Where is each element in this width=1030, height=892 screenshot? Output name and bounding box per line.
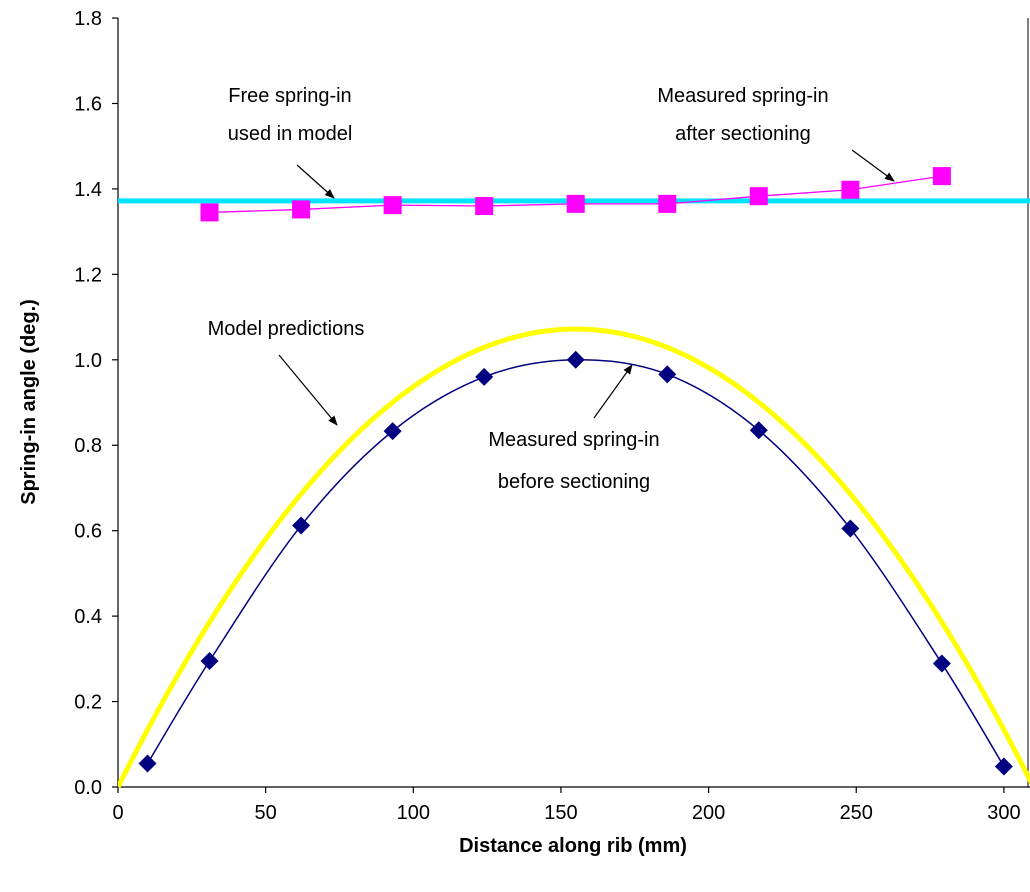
annotation-model-predictions: Model predictions — [208, 318, 365, 340]
y-tick-label: 1.4 — [74, 179, 102, 201]
y-tick-label: 1.2 — [74, 264, 102, 286]
after-sectioning-point — [749, 187, 768, 206]
annotation-free-spring-in-line1: Free spring-in — [228, 85, 351, 107]
arrow-after-sectioning — [851, 149, 895, 182]
model-predictions-curve — [118, 326, 1030, 789]
before-sectioning-point — [658, 365, 677, 384]
x-tick-label: 150 — [544, 802, 577, 824]
x-tick-label: 250 — [840, 802, 873, 824]
y-axis-title: Spring-in angle (deg.) — [18, 299, 40, 505]
before-sectioning-point — [932, 654, 951, 673]
y-tick-label: 1.8 — [74, 8, 102, 30]
x-tick-label: 100 — [397, 802, 430, 824]
y-tick-label: 1.0 — [74, 350, 102, 372]
before-sectioning-curve — [146, 359, 1005, 767]
before-sectioning-point — [292, 516, 311, 535]
annotation-before-sectioning-line2: before sectioning — [498, 471, 650, 493]
y-tick-label: 0.6 — [74, 521, 102, 543]
before-sectioning-point — [383, 422, 402, 441]
y-tick-label: 1.6 — [74, 93, 102, 115]
annotation-after-sectioning-line1: Measured spring-in — [657, 85, 828, 107]
arrow-model-predictions — [278, 354, 338, 426]
after-sectioning-point — [841, 180, 860, 199]
x-tick-label: 0 — [112, 802, 123, 824]
after-sectioning-point — [658, 194, 677, 213]
x-tick-label: 300 — [987, 802, 1020, 824]
before-sectioning-point — [200, 651, 219, 670]
after-sectioning-point — [566, 194, 585, 213]
annotation-after-sectioning-line2: after sectioning — [675, 123, 811, 145]
before-sectioning-point — [749, 421, 768, 440]
after-sectioning-point — [383, 196, 402, 215]
y-tick-label: 0.8 — [74, 435, 102, 457]
annotation-free-spring-in-line2: used in model — [228, 123, 353, 145]
after-sectioning-point — [932, 167, 951, 186]
y-tick-label: 0.2 — [74, 692, 102, 714]
arrow-free-spring-in — [296, 164, 335, 199]
after-sectioning-point — [292, 200, 311, 219]
before-sectioning-point — [138, 754, 157, 773]
before-sectioning-point — [994, 757, 1013, 776]
x-tick-label: 50 — [255, 802, 277, 824]
after-sectioning-point — [200, 203, 219, 222]
arrow-before-sectioning — [593, 364, 633, 419]
y-tick-label: 0.4 — [74, 606, 102, 628]
after-sectioning-point — [475, 197, 494, 216]
y-tick-label: 0.0 — [74, 777, 102, 799]
before-sectioning-point — [475, 367, 494, 386]
annotation-before-sectioning-line1: Measured spring-in — [488, 429, 659, 451]
x-tick-label: 200 — [692, 802, 725, 824]
before-sectioning-point — [566, 350, 585, 369]
x-axis-title: Distance along rib (mm) — [459, 835, 687, 857]
before-sectioning-point — [841, 519, 860, 538]
